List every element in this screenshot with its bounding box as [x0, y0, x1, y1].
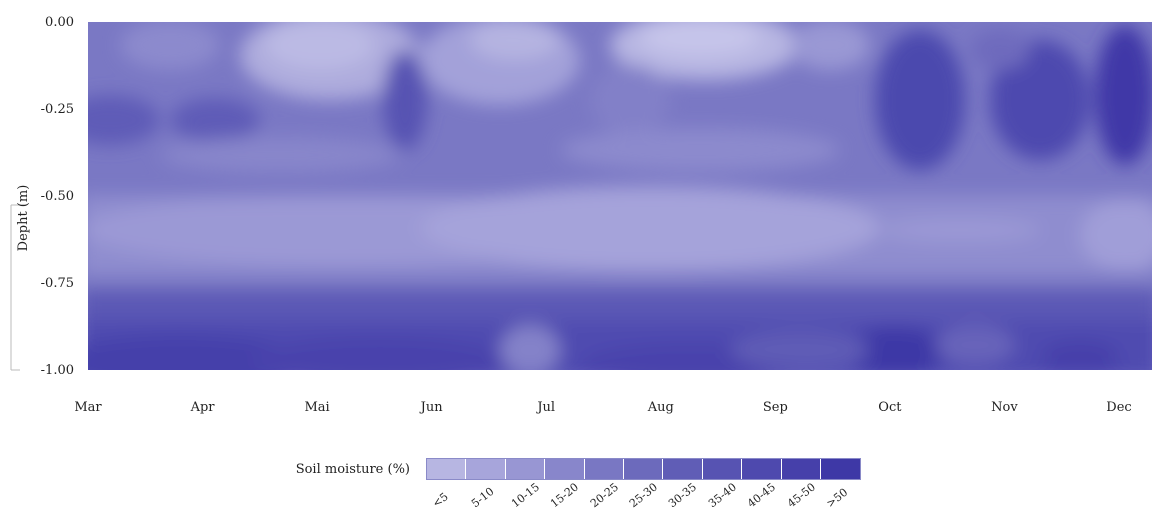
x-tick-label: Jun [419, 400, 444, 415]
legend-swatch [742, 459, 782, 479]
legend-swatch [584, 459, 624, 479]
y-tick-label: -0.25 [41, 102, 74, 117]
legend-swatch [427, 459, 467, 479]
x-tick-label: Mai [304, 400, 329, 415]
legend-swatch [505, 459, 546, 479]
y-tick-label: -0.75 [41, 276, 74, 291]
x-tick-label: Dec [1106, 400, 1131, 415]
legend-color-bar [426, 458, 862, 480]
x-tick-label: Mar [74, 400, 102, 415]
y-axis-line [10, 204, 20, 371]
y-axis-label: Depht (m) [16, 185, 31, 252]
x-tick-label: Sep [763, 400, 788, 415]
legend-swatch [623, 459, 664, 479]
x-axis-ticks: Mar Apr Mai Jun Jul Aug Sep Oct Nov Dec [74, 400, 1131, 415]
legend-swatch [702, 459, 743, 479]
x-tick-label: Nov [991, 400, 1018, 415]
legend-title: Soil moisture (%) [295, 462, 410, 477]
x-tick-label: Aug [647, 400, 674, 415]
x-tick-label: Oct [878, 400, 902, 415]
y-tick-label: -0.50 [41, 189, 74, 204]
y-tick-label: 0.00 [45, 15, 74, 30]
heatmap-plot-area [88, 22, 1152, 370]
x-tick-label: Apr [190, 400, 216, 415]
legend-swatch [820, 459, 861, 479]
legend-swatch [545, 459, 585, 479]
legend-swatch [466, 459, 506, 479]
legend-swatch [663, 459, 703, 479]
y-tick-label: -1.00 [41, 363, 74, 378]
x-tick-label: Jul [535, 400, 555, 415]
y-axis-ticks: 0.00 -0.25 -0.50 -0.75 -1.00 [41, 15, 74, 378]
legend-swatch [781, 459, 821, 479]
